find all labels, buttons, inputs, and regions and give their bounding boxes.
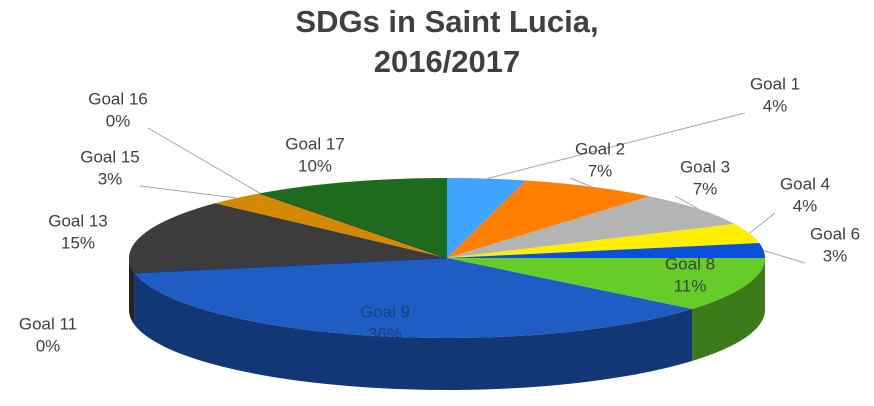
data-label-name: Goal 13	[48, 211, 108, 230]
slice	[447, 178, 527, 258]
slice	[134, 257, 448, 274]
slice	[447, 258, 765, 309]
data-label: 4%	[763, 96, 788, 115]
data-label: 7%	[588, 161, 613, 180]
slice-side	[129, 258, 135, 325]
slice-side	[692, 258, 765, 361]
data-label: 4%	[793, 196, 818, 215]
data-label: 36%	[368, 324, 402, 343]
data-label-name: Goal 15	[80, 147, 140, 166]
data-label: 0%	[36, 336, 61, 355]
data-label-name: Goal 8	[665, 254, 715, 273]
data-label-name: Goal 2	[575, 139, 625, 158]
data-label-name: Goal 9	[360, 302, 410, 321]
slice	[447, 180, 650, 258]
leader-line	[147, 127, 261, 194]
slice	[134, 258, 693, 338]
leader-line	[763, 249, 806, 264]
data-label-name: Goal 3	[680, 157, 730, 176]
data-label-name: Goal 6	[810, 224, 860, 243]
data-label-name: Goal 17	[285, 134, 345, 153]
slice	[447, 196, 735, 258]
slice	[447, 223, 760, 258]
slice	[215, 193, 447, 258]
slice	[447, 243, 765, 258]
slice	[260, 178, 447, 258]
leader-line	[674, 195, 699, 210]
data-label: 0%	[106, 111, 131, 130]
leader-line	[139, 185, 237, 199]
data-label: 3%	[98, 169, 123, 188]
slice	[129, 203, 447, 273]
data-label: 3%	[823, 246, 848, 265]
data-label: 7%	[693, 179, 718, 198]
data-label: 15%	[61, 233, 95, 252]
leader-line	[749, 212, 776, 234]
data-label-name: Goal 11	[19, 314, 77, 333]
data-label: 11%	[674, 276, 707, 295]
leader-line	[569, 177, 592, 188]
leader-line	[486, 112, 746, 180]
slice-side	[134, 272, 693, 390]
chart-title: SDGs in Saint Lucia,	[295, 4, 598, 39]
data-label-name: Goal 1	[750, 74, 800, 93]
data-label: 10%	[298, 156, 332, 175]
chart-subtitle: 2016/2017	[374, 44, 521, 79]
data-label-name: Goal 4	[780, 174, 830, 193]
data-label-name: Goal 16	[88, 89, 148, 108]
